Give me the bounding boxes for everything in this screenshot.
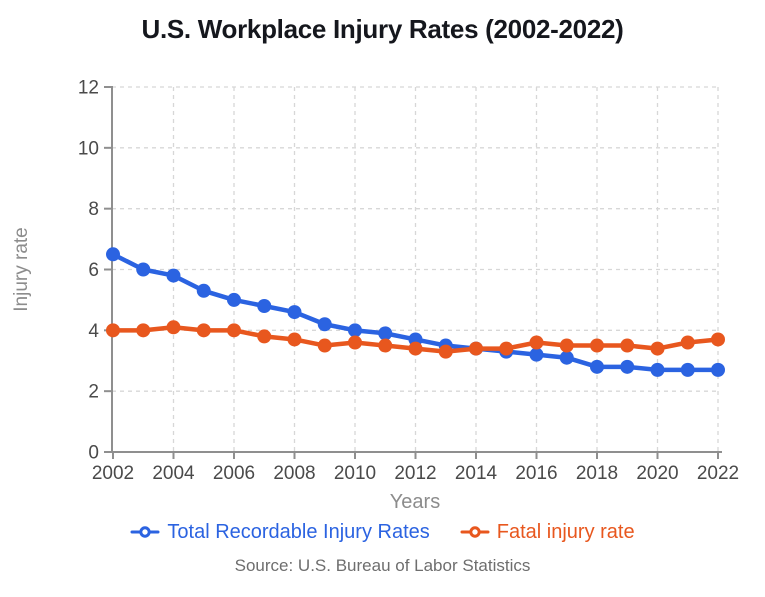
data-point-0-2007[interactable]: [257, 299, 272, 313]
x-tick-label-2010: 2010: [334, 463, 376, 484]
line-circle-marker-icon: [130, 526, 160, 538]
y-tick-label-2: 2: [88, 382, 99, 403]
y-tick-label-12: 12: [78, 78, 99, 99]
data-point-1-2014[interactable]: [469, 341, 483, 356]
data-point-0-2002[interactable]: [106, 247, 120, 262]
data-point-1-2009[interactable]: [317, 338, 332, 353]
x-tick-label-2004: 2004: [152, 463, 195, 484]
data-point-0-2018[interactable]: [590, 359, 604, 374]
line-circle-marker-icon: [460, 526, 490, 538]
data-point-1-2011[interactable]: [378, 338, 393, 353]
data-point-0-2021[interactable]: [680, 362, 695, 377]
legend-label-fatal-injury: Fatal injury rate: [496, 521, 635, 543]
y-tick-label-4: 4: [88, 321, 99, 342]
data-point-1-2008[interactable]: [287, 332, 302, 347]
data-point-1-2010[interactable]: [348, 335, 362, 350]
data-point-1-2022[interactable]: [711, 332, 725, 347]
x-tick-label-2008: 2008: [273, 463, 315, 484]
x-tick-label-2014: 2014: [455, 463, 498, 484]
data-point-1-2020[interactable]: [650, 341, 665, 356]
data-point-1-2007[interactable]: [257, 329, 272, 344]
data-point-0-2005[interactable]: [196, 283, 211, 298]
legend-label-total-recordable: Total Recordable Injury Rates: [167, 521, 430, 543]
y-tick-label-10: 10: [78, 138, 99, 159]
data-point-0-2017[interactable]: [559, 350, 574, 365]
x-tick-label-2020: 2020: [636, 463, 678, 484]
data-point-1-2016[interactable]: [529, 335, 544, 350]
data-point-0-2011[interactable]: [378, 326, 393, 341]
data-point-1-2015[interactable]: [499, 341, 514, 356]
x-tick-label-2022: 2022: [697, 463, 739, 484]
data-point-1-2013[interactable]: [438, 344, 453, 359]
chart-title: U.S. Workplace Injury Rates (2002-2022): [141, 14, 624, 44]
y-tick-label-8: 8: [88, 199, 99, 220]
data-point-1-2018[interactable]: [590, 338, 604, 353]
data-point-0-2022[interactable]: [711, 362, 725, 377]
data-point-0-2010[interactable]: [348, 323, 362, 338]
data-point-0-2019[interactable]: [620, 359, 635, 374]
data-point-0-2009[interactable]: [317, 317, 332, 332]
data-point-0-2006[interactable]: [227, 292, 241, 307]
data-point-0-2003[interactable]: [136, 262, 151, 277]
chart-legend: Total Recordable Injury Rates Fatal inju…: [0, 520, 765, 544]
data-point-1-2006[interactable]: [227, 323, 241, 338]
data-point-1-2003[interactable]: [136, 323, 151, 338]
y-tick-label-6: 6: [88, 260, 99, 281]
legend-item-fatal-injury[interactable]: Fatal injury rate: [460, 520, 635, 544]
data-point-1-2021[interactable]: [680, 335, 695, 350]
data-point-1-2019[interactable]: [620, 338, 635, 353]
y-axis-title: Injury rate: [11, 227, 32, 311]
data-point-1-2012[interactable]: [408, 341, 423, 356]
y-tick-label-0: 0: [88, 443, 99, 464]
data-point-1-2017[interactable]: [559, 338, 574, 353]
data-point-0-2008[interactable]: [287, 305, 302, 320]
data-point-1-2002[interactable]: [106, 323, 120, 338]
x-tick-label-2002: 2002: [92, 463, 134, 484]
data-point-0-2020[interactable]: [650, 362, 665, 377]
source-caption: Source: U.S. Bureau of Labor Statistics: [234, 556, 531, 575]
data-point-1-2004[interactable]: [166, 320, 181, 335]
x-tick-label-2016: 2016: [515, 463, 557, 484]
x-tick-label-2018: 2018: [576, 463, 618, 484]
data-point-0-2004[interactable]: [166, 268, 181, 283]
x-tick-label-2012: 2012: [394, 463, 436, 484]
legend-item-total-recordable[interactable]: Total Recordable Injury Rates: [130, 520, 430, 544]
data-point-0-2016[interactable]: [529, 347, 544, 362]
line-chart-plot: 0 2 4 6 8 10 12 2002 2004 2006 2008 2010 2012 2014 201…: [11, 78, 739, 514]
x-axis-title: Years: [390, 491, 440, 513]
x-tick-label-2006: 2006: [213, 463, 255, 484]
data-point-1-2005[interactable]: [196, 323, 211, 338]
